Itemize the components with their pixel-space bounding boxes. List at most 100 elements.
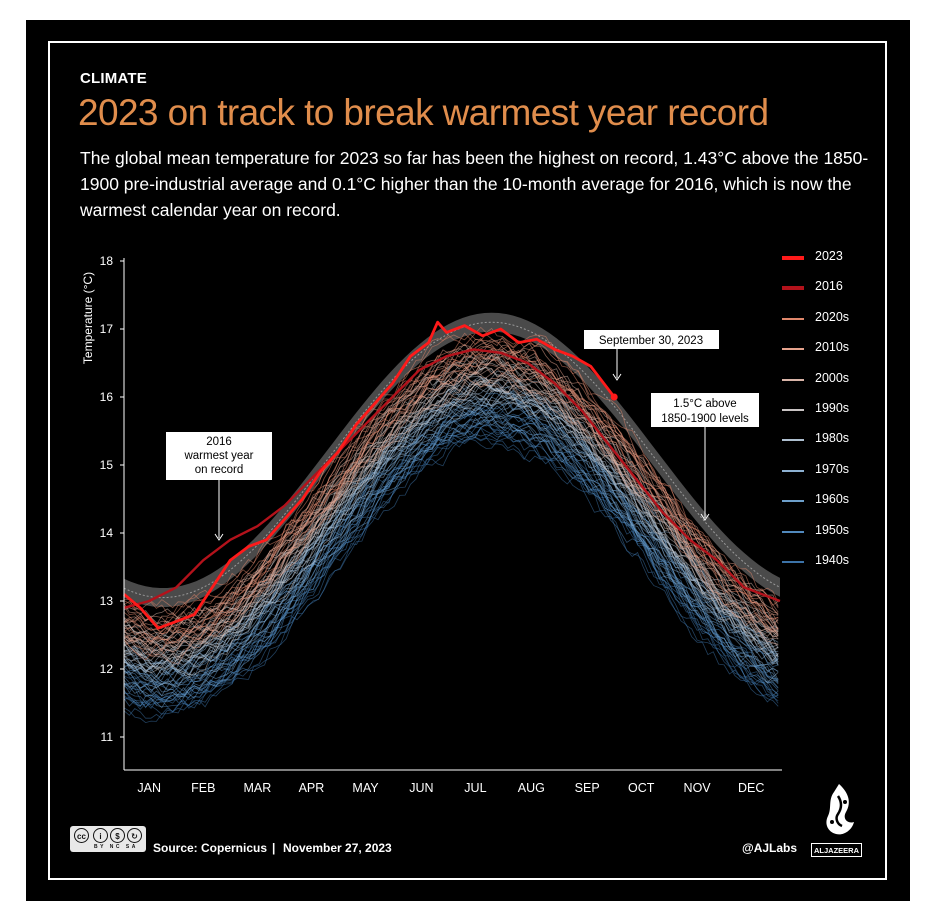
curve-1950s	[123, 391, 779, 685]
legend-swatch	[782, 409, 804, 411]
curve-2010s	[123, 339, 779, 629]
curve-1940s	[123, 436, 779, 724]
curve-1990s	[123, 376, 779, 669]
curve-2020s	[123, 350, 779, 643]
legend-label: 1940s	[815, 553, 850, 567]
series-endpoint-2023	[610, 393, 618, 401]
x-tick-label: MAY	[352, 781, 379, 795]
curve-1990s	[124, 384, 779, 667]
curve-2020s	[123, 349, 779, 634]
curve-2020s	[123, 333, 779, 610]
kicker: CLIMATE	[80, 70, 147, 87]
cc-icon: cc	[74, 828, 89, 843]
legend-item-1980s: 1980s	[782, 431, 882, 451]
source-text: Source: Copernicus	[153, 841, 268, 855]
legend-swatch	[782, 530, 804, 533]
legend-item-1960s: 1960s	[782, 492, 882, 512]
curve-1950s	[123, 417, 779, 708]
x-tick-label: JUN	[409, 781, 433, 795]
curve-1960s	[123, 408, 779, 697]
legend-item-2000s: 2000s	[782, 371, 882, 391]
curve-1950s	[123, 406, 779, 686]
legend-swatch	[782, 561, 804, 563]
axes-group	[123, 258, 782, 771]
y-tick-label: 15	[100, 458, 114, 472]
y-tick-label: 18	[100, 254, 114, 268]
legend-label: 2010s	[815, 340, 850, 355]
y-tick-label: 17	[100, 322, 114, 336]
legend-item-1970s: 1970s	[782, 462, 882, 482]
legend-label: 2016	[815, 279, 843, 294]
y-tick-label: 11	[101, 730, 114, 744]
curve-1990s	[123, 373, 779, 657]
curve-2020s	[123, 348, 779, 642]
curve-1960s	[123, 398, 779, 694]
annotation-2016-line2: warmest year	[183, 450, 253, 462]
annotation-1p5-line1: 1.5°C above	[673, 398, 736, 410]
x-tick-label: OCT	[628, 781, 655, 795]
curve-2000s	[123, 361, 779, 656]
curve-2020s	[123, 357, 779, 661]
x-tick-label: JUL	[464, 781, 486, 795]
curve-2000s	[123, 371, 779, 654]
subtitle: The global mean temperature for 2023 so …	[80, 148, 869, 220]
curve-1940s	[123, 408, 779, 691]
x-tick-label: APR	[299, 781, 325, 795]
legend-item-2020s: 2020s	[782, 310, 882, 330]
curve-2020s	[123, 326, 779, 616]
curve-1980s	[123, 394, 779, 674]
license-tags: BY NC SA	[94, 844, 138, 850]
headline: 2023 on track to break warmest year reco…	[78, 92, 769, 133]
annotation-1p5-above: 1.5°C above 1850-1900 levels	[651, 393, 759, 521]
band-group	[123, 312, 781, 608]
legend-label: 1990s	[815, 401, 850, 415]
annotation-september-text: September 30, 2023	[599, 335, 703, 347]
by-icon: i	[93, 828, 108, 843]
legend-item-1940s: 1940s	[782, 553, 882, 573]
legend-swatch	[782, 439, 804, 442]
x-tick-label: FEB	[191, 781, 215, 795]
legend-swatch	[782, 378, 804, 381]
ajlabs-handle: @AJLabs	[742, 841, 798, 855]
legend-label: 2023	[815, 249, 843, 263]
legend-swatch	[782, 469, 804, 472]
legend-label: 2020s	[815, 309, 850, 324]
y-tick-label: 14	[100, 526, 114, 540]
series-line-2016	[123, 348, 781, 609]
curve-1970s	[123, 388, 779, 672]
y-tick-label: 16	[100, 390, 114, 404]
y-tick-label: 12	[100, 662, 114, 676]
legend-swatch	[782, 348, 804, 351]
legend-swatch	[782, 286, 804, 291]
legend-label: 1970s	[815, 461, 850, 476]
aljazeera-logo-icon	[826, 784, 854, 835]
curve-1950s	[123, 423, 779, 701]
x-tick-label: SEP	[575, 781, 600, 795]
curve-2010s	[123, 365, 779, 665]
nc-icon: $	[110, 828, 125, 843]
legend-item-2010s: 2010s	[782, 340, 882, 360]
curve-2000s	[123, 349, 779, 634]
annotation-2016-warmest: 2016 warmest year on record	[166, 432, 272, 541]
curve-1960s	[123, 415, 779, 698]
x-tick-label: MAR	[243, 781, 271, 795]
decade-curves-group	[123, 326, 779, 724]
curve-2020s	[123, 345, 779, 645]
aljazeera-wordmark: ALJAZEERA	[811, 843, 862, 857]
legend-item-2023: 2023	[782, 249, 882, 269]
curve-2000s	[123, 380, 779, 658]
series-group	[123, 320, 781, 630]
sa-icon: ↻	[127, 828, 142, 843]
curve-1940s	[123, 438, 779, 719]
band-1p5-centerline	[123, 321, 781, 599]
curve-1960s	[123, 394, 779, 678]
x-tick-label: DEC	[738, 781, 764, 795]
curve-1970s	[123, 398, 779, 689]
legend-label: 1980s	[815, 431, 850, 446]
annotation-september: September 30, 2023	[584, 330, 719, 381]
footer-separator: |	[272, 841, 276, 855]
legend-swatch	[782, 317, 804, 320]
y-tick-label: 13	[100, 594, 114, 608]
legend-label: 1960s	[815, 492, 850, 507]
